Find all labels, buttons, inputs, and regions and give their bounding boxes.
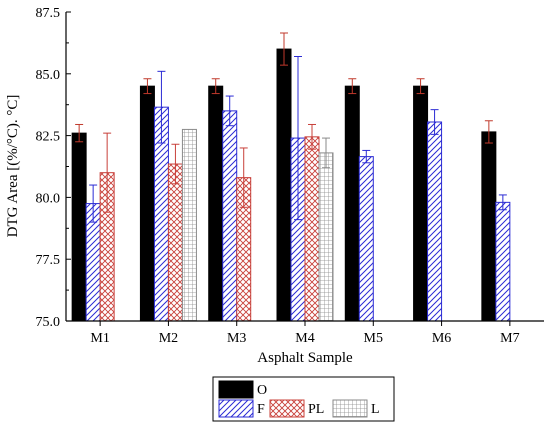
bar-o-m6: [413, 85, 429, 322]
y-tick-label: 75.0: [36, 315, 61, 330]
x-axis-title: Asphalt Sample: [257, 350, 353, 366]
legend-swatch-pl: [269, 399, 305, 418]
x-tick-label-m5: M5: [364, 331, 383, 346]
legend-item-o: O: [218, 380, 267, 399]
legend-item-f: F: [218, 399, 265, 418]
error-bar-f-m2: [157, 70, 166, 144]
bar-o-m7: [481, 131, 497, 322]
bar-l-m4: [318, 152, 334, 322]
error-bar-o-m2: [143, 78, 152, 95]
x-tick-label-m3: M3: [227, 331, 246, 346]
x-tick-label-m6: M6: [432, 331, 451, 346]
error-bar-o-m5: [348, 78, 357, 95]
legend-label-l: L: [371, 402, 380, 417]
error-bar-o-m4: [280, 32, 288, 66]
bar-o-m5: [344, 85, 360, 322]
error-bar-o-m1: [75, 123, 84, 143]
bar-o-m1: [71, 132, 87, 322]
error-bar-l-m4: [322, 137, 330, 169]
legend-item-l: L: [332, 399, 380, 418]
legend: OF PL L: [212, 376, 395, 422]
error-bar-f-m5: [362, 149, 371, 164]
error-bar-f-m1: [89, 184, 98, 223]
legend-swatch-f: [218, 399, 254, 418]
error-bar-pl-m2: [171, 143, 180, 185]
error-bar-o-m3: [211, 78, 220, 95]
error-bar-pl-m4: [308, 123, 316, 150]
bar-o-m3: [208, 85, 224, 322]
error-bar-f-m4: [294, 55, 302, 221]
error-bar-f-m7: [498, 194, 507, 211]
y-tick-label: 77.5: [36, 253, 61, 268]
error-bar-pl-m3: [239, 147, 248, 208]
legend-label-f: F: [257, 402, 265, 417]
bar-o-m4: [276, 48, 292, 322]
x-tick-label-m7: M7: [500, 331, 519, 346]
y-tick-label: 85.0: [36, 68, 61, 83]
error-bar-o-m7: [484, 120, 493, 144]
legend-swatch-l: [332, 399, 368, 418]
bar-f-m5: [358, 156, 374, 322]
bar-pl-m2: [167, 163, 183, 322]
y-axis-title: DTG Area [(%/°C). °C]: [5, 95, 21, 238]
x-tick-label-m2: M2: [159, 331, 178, 346]
bar-l-m2: [181, 128, 197, 322]
x-axis: M1 M2 M3 M4 M5 M6 M7: [66, 320, 544, 346]
legend-item-pl: PL: [269, 399, 324, 418]
bar-f-m3: [222, 110, 238, 322]
bar-f-m6: [427, 121, 443, 322]
legend-swatch-o: [218, 380, 254, 399]
y-axis: 75.0 77.5 80.0 82.5 85.0 87.5: [36, 6, 71, 330]
y-tick-label: 87.5: [36, 6, 61, 21]
bar-pl-m4: [304, 136, 320, 322]
legend-label-o: O: [257, 383, 267, 398]
bar-f-m7: [495, 201, 511, 322]
x-tick-label-m4: M4: [295, 331, 314, 346]
legend-label-pl: PL: [308, 402, 324, 417]
plot-area: [71, 32, 511, 322]
y-tick-label: 80.0: [36, 191, 61, 206]
x-tick-label-m1: M1: [90, 331, 109, 346]
y-tick-label: 82.5: [36, 130, 61, 145]
error-bar-f-m6: [430, 109, 439, 135]
error-bar-o-m6: [416, 78, 425, 95]
error-bar-f-m3: [225, 95, 234, 127]
error-bar-pl-m1: [103, 132, 112, 213]
bar-o-m2: [139, 85, 155, 322]
